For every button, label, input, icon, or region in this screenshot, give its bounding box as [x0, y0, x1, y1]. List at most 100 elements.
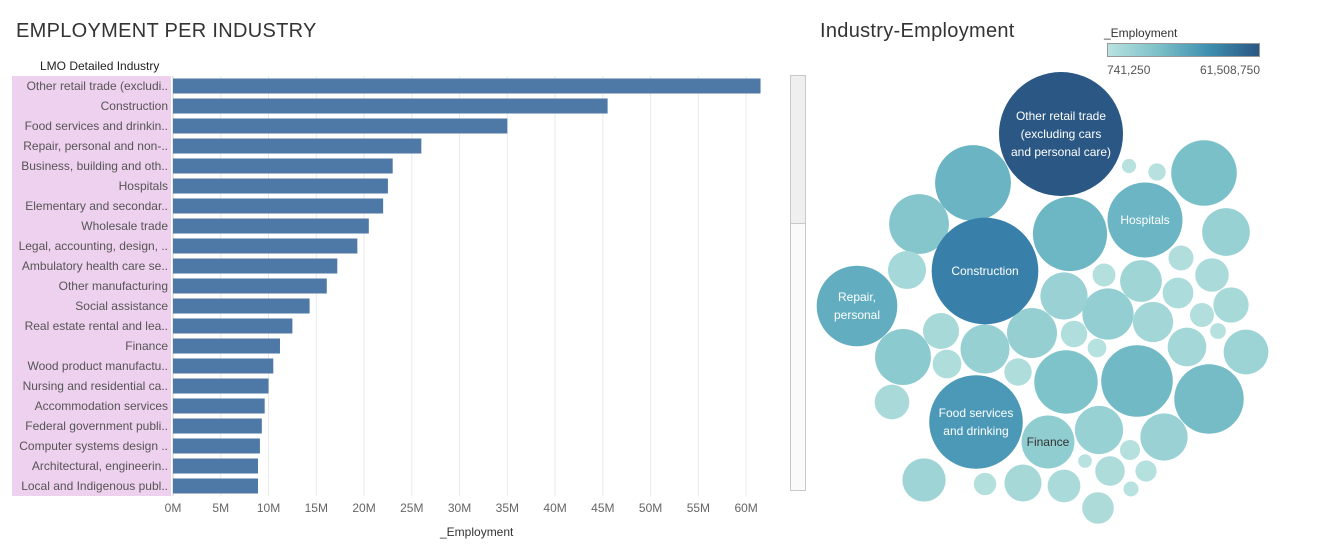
category-label[interactable]: Federal government publi..	[25, 419, 168, 433]
bar[interactable]	[173, 298, 310, 314]
bar[interactable]	[173, 478, 259, 494]
bubble[interactable]	[1210, 323, 1226, 339]
bubble[interactable]	[875, 329, 931, 385]
category-label-background[interactable]	[12, 436, 171, 456]
category-label-background[interactable]	[12, 116, 171, 136]
bubble[interactable]	[932, 349, 962, 379]
category-label[interactable]: Accommodation services	[35, 399, 168, 413]
bubble[interactable]	[1167, 327, 1207, 367]
category-label[interactable]: Business, building and oth..	[21, 159, 168, 173]
category-label[interactable]: Wholesale trade	[81, 219, 168, 233]
category-label[interactable]: Architectural, engineerin..	[32, 459, 168, 473]
bar[interactable]	[173, 198, 384, 214]
bar[interactable]	[173, 238, 358, 254]
bar[interactable]	[173, 318, 293, 334]
bubble[interactable]	[1120, 440, 1140, 460]
category-label-background[interactable]	[12, 156, 171, 176]
category-label[interactable]: Computer systems design ..	[19, 439, 168, 453]
category-label-background[interactable]	[12, 216, 171, 236]
bubble[interactable]	[1213, 287, 1249, 323]
bar[interactable]	[173, 338, 280, 354]
bubble[interactable]	[902, 458, 946, 502]
bubble[interactable]	[1021, 415, 1075, 469]
bubble[interactable]	[1171, 140, 1237, 206]
bubble[interactable]	[1040, 272, 1088, 320]
bubble[interactable]	[1148, 163, 1166, 181]
bubble[interactable]	[1082, 492, 1114, 524]
category-label-background[interactable]	[12, 316, 171, 336]
category-label-background[interactable]	[12, 336, 171, 356]
bar[interactable]	[173, 458, 259, 474]
category-label-background[interactable]	[12, 256, 171, 276]
bar[interactable]	[173, 138, 422, 154]
bubble[interactable]	[1087, 338, 1107, 358]
category-label[interactable]: Construction	[101, 99, 168, 113]
bubble[interactable]	[935, 145, 1011, 221]
category-label-background[interactable]	[12, 376, 171, 396]
bubble[interactable]	[1162, 277, 1194, 309]
category-label-background[interactable]	[12, 196, 171, 216]
bubble[interactable]	[816, 265, 898, 347]
bubble[interactable]	[1123, 481, 1139, 497]
bubble[interactable]	[1223, 329, 1269, 375]
category-label[interactable]: Other retail trade (excludi..	[27, 79, 168, 93]
bubble[interactable]	[1034, 350, 1098, 414]
bar[interactable]	[173, 98, 608, 114]
bar[interactable]	[173, 78, 761, 94]
bubble[interactable]	[1092, 263, 1116, 287]
bar[interactable]	[173, 178, 388, 194]
bubble[interactable]	[1202, 208, 1250, 256]
category-label-background[interactable]	[12, 356, 171, 376]
bar[interactable]	[173, 258, 338, 274]
bar[interactable]	[173, 378, 269, 394]
bubble-marks[interactable]	[816, 72, 1269, 524]
bubble[interactable]	[1190, 303, 1214, 327]
bar-category-labels[interactable]: Other retail trade (excludi.. Constructio…	[12, 76, 171, 496]
category-label[interactable]: Other manufacturing	[59, 279, 168, 293]
category-label[interactable]: Wood product manufactu..	[27, 359, 168, 373]
category-label[interactable]: Repair, personal and non-..	[23, 139, 168, 153]
bar[interactable]	[173, 218, 369, 234]
category-label-background[interactable]	[12, 456, 171, 476]
bubble[interactable]	[1107, 182, 1183, 258]
bubble[interactable]	[1132, 301, 1174, 343]
bubble[interactable]	[1174, 364, 1244, 434]
bubble[interactable]	[1095, 456, 1125, 486]
category-label-background[interactable]	[12, 96, 171, 116]
bubble[interactable]	[1032, 196, 1108, 272]
bar[interactable]	[173, 158, 393, 174]
category-label[interactable]: Finance	[125, 339, 168, 353]
bubble[interactable]	[1007, 308, 1057, 358]
category-label[interactable]: Legal, accounting, design, ..	[19, 239, 168, 253]
bubble[interactable]	[922, 312, 960, 350]
bubble[interactable]	[874, 384, 910, 420]
bar[interactable]	[173, 418, 262, 434]
bubble[interactable]	[931, 217, 1039, 325]
bubble[interactable]	[1168, 245, 1194, 271]
category-label[interactable]: Hospitals	[119, 179, 168, 193]
category-label[interactable]: Social assistance	[75, 299, 168, 313]
bubble[interactable]	[1121, 158, 1137, 174]
category-label-background[interactable]	[12, 476, 171, 496]
bubble[interactable]	[1135, 460, 1157, 482]
bubble[interactable]	[1004, 464, 1042, 502]
category-label-background[interactable]	[12, 176, 171, 196]
category-label-background[interactable]	[12, 296, 171, 316]
bubble[interactable]	[1078, 454, 1092, 468]
bubble[interactable]	[1047, 469, 1081, 503]
category-label[interactable]: Nursing and residential ca..	[23, 379, 168, 393]
bubble[interactable]	[889, 194, 949, 254]
category-label[interactable]: Food services and drinkin..	[25, 119, 168, 133]
category-label-background[interactable]	[12, 76, 171, 96]
category-label-background[interactable]	[12, 396, 171, 416]
bubble[interactable]	[929, 375, 1023, 469]
bar[interactable]	[173, 358, 274, 374]
bar[interactable]	[173, 398, 265, 414]
bubble[interactable]	[1195, 258, 1229, 292]
bubble[interactable]	[1140, 413, 1188, 461]
category-label[interactable]: Local and Indigenous publ..	[21, 479, 168, 493]
bubble[interactable]	[973, 472, 997, 496]
bar-chart-scrollbar[interactable]	[790, 75, 806, 491]
bar[interactable]	[173, 438, 260, 454]
bubble[interactable]	[1101, 345, 1173, 417]
